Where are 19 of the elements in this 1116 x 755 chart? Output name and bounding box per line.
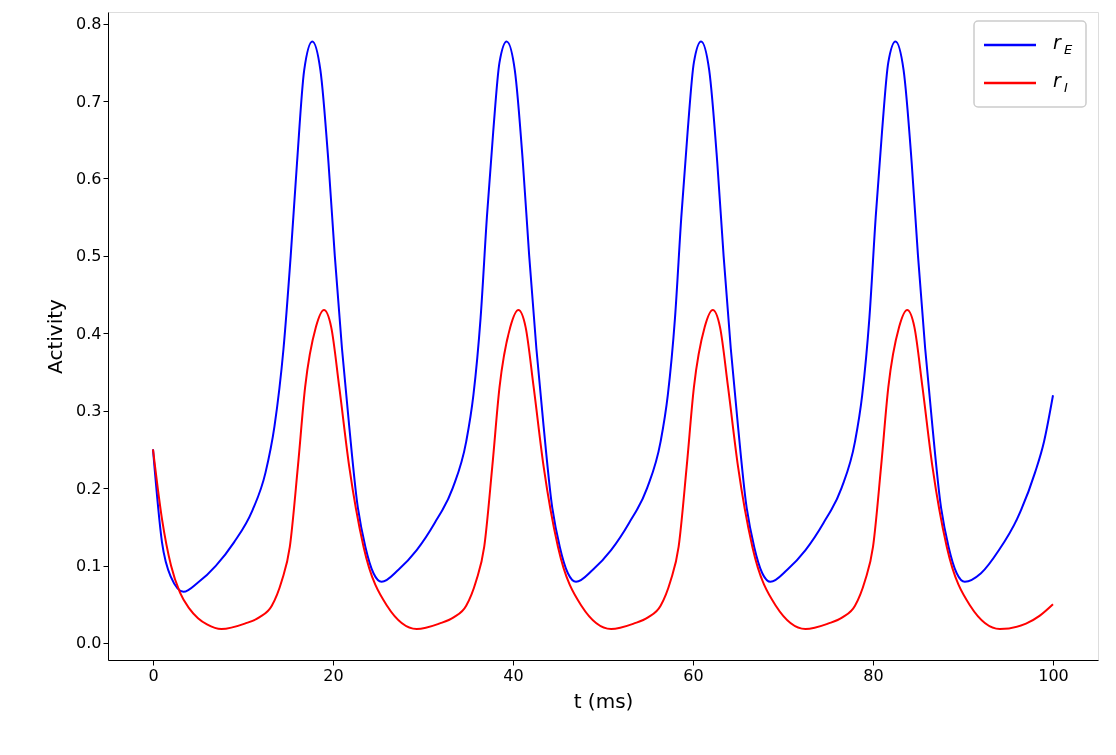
x-tick-label: 80 <box>863 665 884 685</box>
line-series <box>152 40 1054 593</box>
y-tick-label: 0.4 <box>76 323 102 343</box>
line-series <box>152 309 1054 631</box>
x-tick-label: 100 <box>1038 665 1069 685</box>
x-tick-label: 40 <box>503 665 524 685</box>
y-tick-label: 0.7 <box>76 91 102 111</box>
y-tick-label: 0.1 <box>76 556 102 576</box>
y-tick-label: 0.8 <box>76 14 102 34</box>
x-tick-label: 20 <box>323 665 344 685</box>
y-axis-title: Activity <box>43 298 68 374</box>
y-tick-label: 0.0 <box>76 633 102 653</box>
y-tick-label: 0.5 <box>76 246 102 266</box>
y-tick-label: 0.3 <box>76 401 102 421</box>
x-tick-label: 0 <box>148 665 159 685</box>
x-axis-title: t (ms) <box>573 688 634 713</box>
y-tick-label: 0.2 <box>76 478 102 498</box>
x-tick-label: 60 <box>683 665 704 685</box>
y-tick-label: 0.6 <box>76 168 102 188</box>
